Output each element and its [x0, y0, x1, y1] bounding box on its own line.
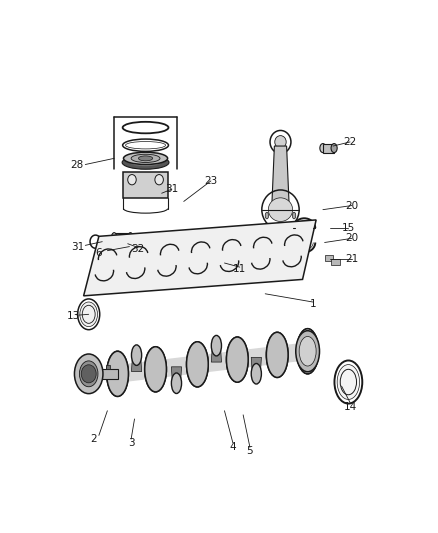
Ellipse shape [268, 198, 293, 222]
Ellipse shape [124, 152, 168, 165]
Text: 31: 31 [71, 241, 85, 252]
Ellipse shape [320, 143, 326, 152]
Ellipse shape [337, 365, 360, 399]
Polygon shape [251, 357, 261, 374]
Text: 20: 20 [345, 233, 358, 244]
Polygon shape [272, 146, 289, 201]
Polygon shape [325, 255, 333, 261]
Text: 31: 31 [165, 184, 179, 194]
Ellipse shape [331, 143, 337, 152]
Text: 23: 23 [204, 176, 218, 186]
Ellipse shape [299, 336, 316, 366]
Ellipse shape [187, 342, 208, 387]
Text: 20: 20 [345, 200, 358, 211]
Ellipse shape [191, 350, 205, 379]
Text: 5: 5 [247, 446, 253, 456]
Ellipse shape [187, 342, 208, 387]
Ellipse shape [226, 337, 248, 382]
Text: 13: 13 [67, 311, 80, 321]
Polygon shape [84, 220, 316, 296]
Ellipse shape [145, 347, 166, 392]
Ellipse shape [293, 212, 296, 219]
Polygon shape [171, 367, 182, 383]
Ellipse shape [155, 175, 163, 185]
Polygon shape [131, 355, 141, 372]
Polygon shape [117, 342, 307, 383]
Ellipse shape [74, 354, 103, 394]
Ellipse shape [251, 364, 261, 384]
Ellipse shape [128, 175, 136, 185]
Text: 21: 21 [345, 254, 358, 264]
Text: 6: 6 [95, 248, 102, 258]
Text: 2: 2 [91, 434, 97, 445]
Ellipse shape [148, 354, 162, 384]
Ellipse shape [122, 156, 169, 169]
Ellipse shape [131, 154, 160, 163]
Text: 4: 4 [230, 442, 236, 453]
Polygon shape [114, 232, 131, 244]
Ellipse shape [265, 212, 268, 219]
Polygon shape [106, 365, 110, 369]
Text: 3: 3 [128, 438, 134, 448]
Ellipse shape [266, 332, 288, 377]
Ellipse shape [297, 329, 318, 374]
Ellipse shape [145, 347, 166, 392]
Ellipse shape [300, 336, 314, 366]
Text: 1: 1 [309, 299, 316, 309]
Text: 28: 28 [70, 159, 84, 169]
Ellipse shape [107, 351, 128, 397]
Ellipse shape [80, 302, 98, 327]
Text: 14: 14 [343, 402, 357, 411]
Ellipse shape [129, 159, 162, 166]
Ellipse shape [79, 361, 98, 387]
Ellipse shape [111, 232, 117, 244]
Polygon shape [95, 369, 117, 379]
Ellipse shape [119, 237, 122, 240]
Ellipse shape [275, 135, 286, 148]
Text: 11: 11 [233, 264, 247, 274]
Ellipse shape [270, 340, 284, 369]
Ellipse shape [296, 330, 319, 372]
Polygon shape [332, 259, 340, 265]
Ellipse shape [230, 345, 244, 374]
Polygon shape [124, 172, 168, 198]
Ellipse shape [81, 365, 96, 383]
Ellipse shape [127, 232, 133, 244]
Ellipse shape [110, 359, 124, 389]
Text: 22: 22 [343, 137, 357, 147]
Ellipse shape [171, 373, 182, 393]
Text: 32: 32 [131, 245, 145, 254]
Ellipse shape [107, 351, 128, 397]
Ellipse shape [138, 156, 153, 161]
Ellipse shape [131, 345, 141, 366]
Ellipse shape [211, 335, 222, 356]
Ellipse shape [297, 329, 318, 374]
Polygon shape [211, 346, 222, 362]
Ellipse shape [92, 369, 99, 379]
Ellipse shape [226, 337, 248, 382]
Text: 15: 15 [342, 223, 355, 233]
Ellipse shape [266, 332, 288, 377]
Polygon shape [323, 143, 334, 152]
